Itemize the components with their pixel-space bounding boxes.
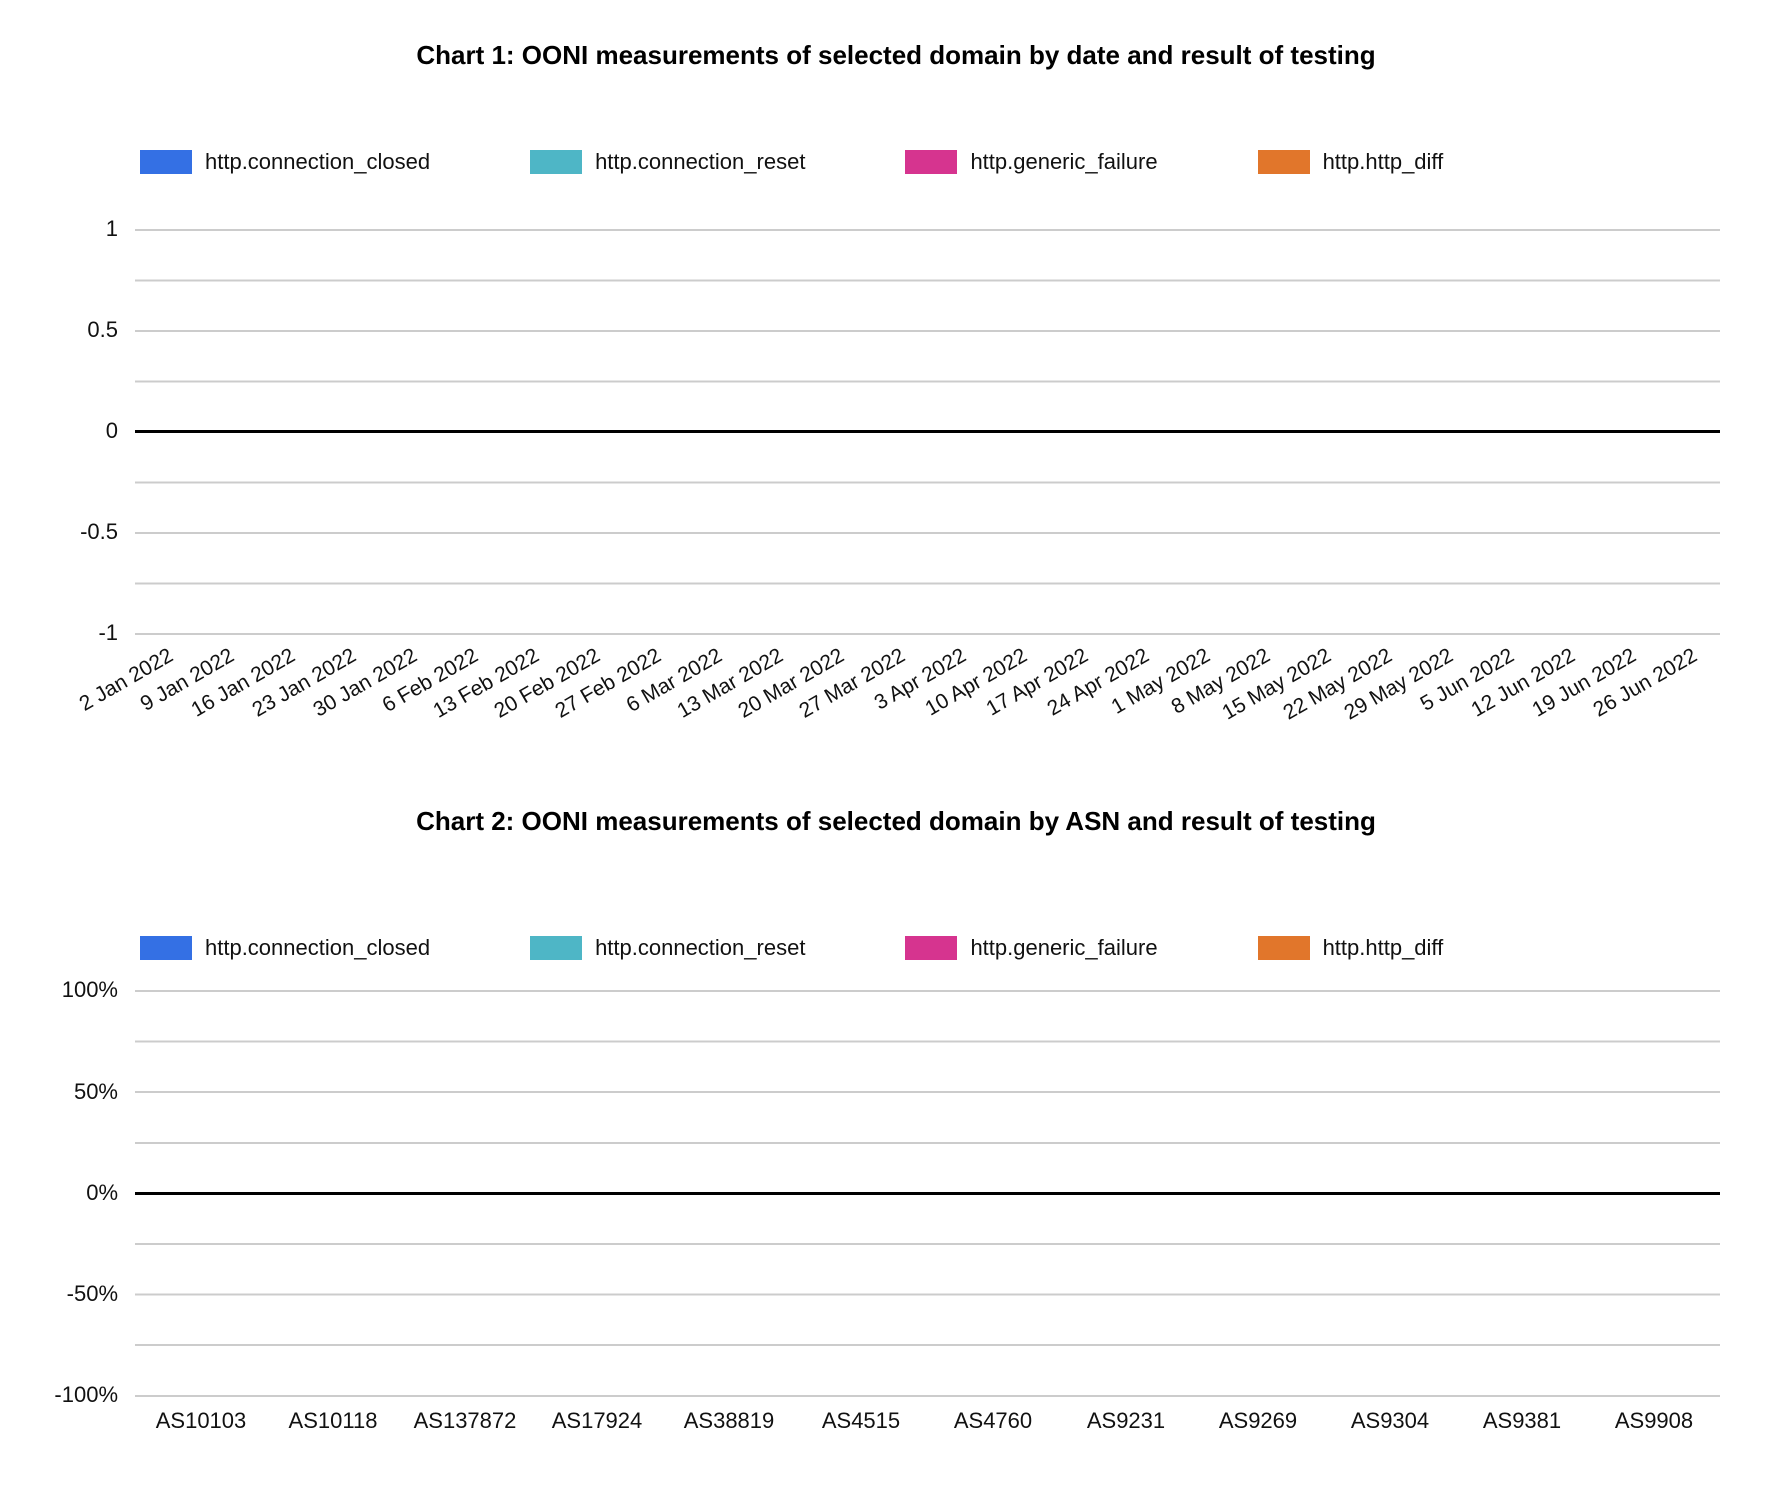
x-tick-label: AS38819 (683, 1408, 775, 1433)
legend-label: http.connection_closed (205, 149, 431, 174)
legend-item-http-connection-reset: http.connection_reset (530, 935, 805, 961)
x-tick-label: AS9908 (1614, 1408, 1694, 1433)
legend-swatch-http-connection-reset (530, 936, 583, 960)
legend-item-http-http-diff: http.http_diff (1257, 149, 1444, 175)
legend-item-http-connection-closed: http.connection_closed (140, 149, 430, 175)
legend-label: http.http_diff (1322, 149, 1444, 174)
chart1-title: Chart 1: OONI measurements of selected d… (416, 40, 1376, 70)
legend-label: http.connection_closed (205, 935, 431, 960)
chart2-x-axis: AS10103 AS10118 AS137872 AS17924 AS38819… (0, 1408, 1792, 1448)
legend-swatch-http-http-diff (1257, 150, 1310, 174)
legend-item-http-connection-reset: http.connection_reset (530, 149, 805, 175)
x-tick-label: AS137872 (413, 1408, 517, 1433)
chart1-plot-area (135, 229, 1720, 635)
chart1-y-axis: 1 0.5 0 -0.5 -1 (0, 216, 118, 645)
y-tick-label: 0 (105, 418, 118, 443)
legend-swatch-http-connection-reset (530, 150, 583, 174)
y-tick-label: 1 (105, 216, 118, 241)
legend-swatch-http-connection-closed (140, 150, 192, 174)
legend-item-http-generic-failure: http.generic_failure (905, 149, 1158, 175)
chart2-y-axis: 100% 50% 0% -50% -100% (0, 977, 118, 1407)
legend-item-http-generic-failure: http.generic_failure (905, 935, 1158, 961)
legend-item-http-connection-closed: http.connection_closed (140, 935, 430, 961)
legend-label: http.generic_failure (970, 149, 1158, 174)
x-tick-label: AS4515 (821, 1408, 901, 1433)
chart1-legend: http.connection_closed http.connection_r… (140, 148, 1443, 176)
y-tick-label: 100% (61, 977, 118, 1002)
legend-item-http-http-diff: http.http_diff (1257, 935, 1444, 961)
legend-label: http.generic_failure (970, 935, 1158, 960)
x-tick-label: AS4760 (953, 1408, 1033, 1433)
x-tick-label: AS10103 (155, 1408, 247, 1433)
legend-label: http.http_diff (1322, 935, 1444, 960)
legend-swatch-http-http-diff (1257, 936, 1310, 960)
chart1-zero-axis (135, 430, 1720, 433)
legend-swatch-http-generic-failure (905, 936, 958, 960)
y-tick-label: -50% (66, 1281, 118, 1306)
chart2-zero-axis (135, 1192, 1720, 1195)
y-tick-label: -1 (98, 620, 118, 645)
x-tick-label: AS17924 (551, 1408, 643, 1433)
x-tick-label: AS9231 (1086, 1408, 1166, 1433)
chart2-plot-area (135, 990, 1720, 1397)
chart2-legend: http.connection_closed http.connection_r… (140, 934, 1443, 962)
x-tick-label: AS9304 (1350, 1408, 1430, 1433)
y-tick-label: -100% (54, 1382, 118, 1407)
y-tick-label: -0.5 (80, 519, 118, 544)
x-tick-label: AS9381 (1482, 1408, 1562, 1433)
legend-swatch-http-connection-closed (140, 936, 192, 960)
legend-swatch-http-generic-failure (905, 150, 958, 174)
y-tick-label: 50% (73, 1079, 118, 1104)
x-tick-label: AS9269 (1218, 1408, 1298, 1433)
chart1-x-axis: 2 Jan 2022 9 Jan 2022 16 Jan 2022 23 Jan… (0, 643, 1792, 753)
x-tick-label: AS10118 (288, 1408, 378, 1433)
chart2-title: Chart 2: OONI measurements of selected d… (416, 806, 1376, 836)
y-tick-label: 0% (86, 1180, 118, 1205)
y-tick-label: 0.5 (87, 317, 118, 342)
legend-label: http.connection_reset (595, 935, 806, 960)
legend-label: http.connection_reset (595, 149, 806, 174)
